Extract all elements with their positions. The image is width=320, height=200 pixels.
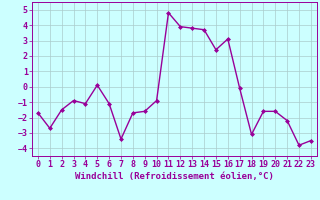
X-axis label: Windchill (Refroidissement éolien,°C): Windchill (Refroidissement éolien,°C) (75, 172, 274, 181)
